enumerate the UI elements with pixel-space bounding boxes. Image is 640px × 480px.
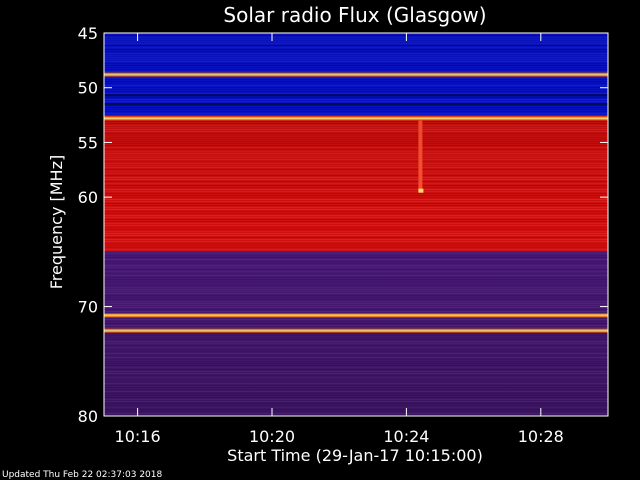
y-tick-label: 60: [78, 188, 98, 207]
heatmap-area: [104, 33, 608, 416]
x-axis-label: Start Time (29-Jan-17 10:15:00): [227, 446, 483, 465]
y-tick-label: 50: [78, 79, 98, 98]
y-tick-label: 70: [78, 298, 98, 317]
x-tick-label: 10:20: [249, 427, 295, 446]
updated-timestamp: Updated Thu Feb 22 02:37:03 2018: [2, 470, 163, 480]
y-tick-label: 80: [78, 407, 98, 426]
chart-title: Solar radio Flux (Glasgow): [223, 3, 486, 27]
y-axis: 45 50 55 60 70 80: [78, 24, 608, 426]
plot-frame: [103, 32, 609, 417]
x-tick-label: 10:28: [518, 427, 564, 446]
x-tick-label: 10:16: [115, 427, 161, 446]
x-tick-label: 10:24: [383, 427, 429, 446]
y-axis-label: Frequency [MHz]: [47, 155, 66, 289]
y-tick-label: 55: [78, 133, 98, 152]
shade-overlay: [104, 33, 608, 416]
x-axis: 10:16 10:20 10:24 10:28: [115, 33, 564, 446]
y-tick-label: 45: [78, 24, 98, 43]
